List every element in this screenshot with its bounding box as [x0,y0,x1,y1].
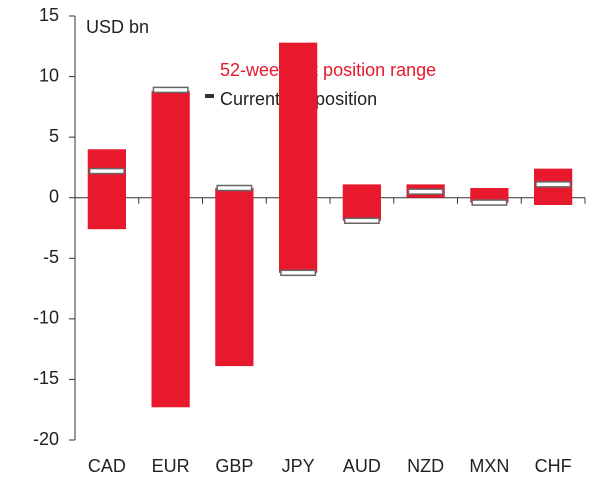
x-tick-label: JPY [282,456,315,476]
current-marker [88,167,125,175]
x-tick-label: GBP [215,456,253,476]
y-tick-label: -20 [33,429,59,449]
y-tick-label: -10 [33,308,59,328]
x-tick-label: NZD [407,456,444,476]
y-tick-label: 5 [49,126,59,146]
current-marker [407,188,444,195]
y-axis-label: USD bn [86,17,149,37]
y-tick-label: -15 [33,368,59,388]
x-tick-label: CAD [88,456,126,476]
legend-label: 52-week net position range [220,60,436,80]
range-bar [151,91,190,408]
y-tick-label: 10 [39,65,59,85]
y-tick-label: -5 [43,247,59,267]
x-tick-label: AUD [343,456,381,476]
range-bar [87,149,126,230]
range-bar [342,184,381,221]
current-marker [471,199,508,206]
current-marker [152,86,189,94]
current-marker [343,217,380,224]
y-tick-label: 15 [39,5,59,25]
range-bar [279,42,318,273]
current-marker [216,184,253,192]
x-tick-label: CHF [535,456,572,476]
range-bar [470,188,509,203]
range-bar [215,188,254,367]
current-marker [535,181,572,188]
x-tick-label: EUR [152,456,190,476]
legend-swatch [205,94,214,98]
y-tick-label: 0 [49,186,59,206]
x-tick-label: MXN [469,456,509,476]
current-marker [280,269,317,277]
